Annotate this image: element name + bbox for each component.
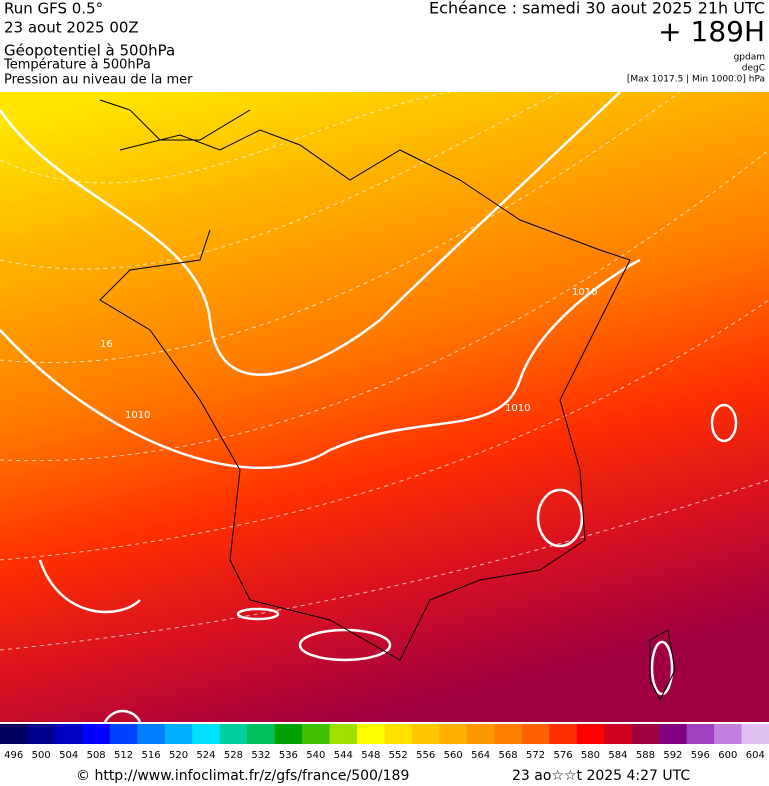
contour-label: 1010 [572, 287, 597, 298]
colorbar-label: 496 [4, 750, 23, 761]
color-swatch [686, 724, 715, 744]
colorbar-label: 560 [444, 750, 463, 761]
colorbar-label: 504 [59, 750, 78, 761]
colorbar-label: 528 [224, 750, 243, 761]
run: Run GFS 0.5° [4, 0, 103, 18]
colorbar-label: 584 [608, 750, 627, 761]
colorbar-label: 576 [553, 750, 572, 761]
color-swatch [604, 724, 633, 744]
color-swatch [82, 724, 111, 744]
color-swatch [302, 724, 331, 744]
colorbar-label: 520 [169, 750, 188, 761]
color-swatch [411, 724, 440, 744]
colorbar-label: 556 [416, 750, 435, 761]
colorbar-label: 604 [746, 750, 765, 761]
color-swatch [54, 724, 83, 744]
map: 1010 1010 1010 16 [0, 91, 769, 723]
colorbar-label: 500 [32, 750, 51, 761]
colorbar-label: 548 [361, 750, 380, 761]
contour-labels: 1010 1010 1010 16 [100, 287, 597, 421]
source-url: © http://www.infoclimat.fr/z/gfs/france/… [76, 768, 409, 784]
temperature-field [0, 92, 769, 722]
color-swatch [384, 724, 413, 744]
colorbar-label: 588 [636, 750, 655, 761]
color-swatch [466, 724, 495, 744]
colorbar-label: 564 [471, 750, 490, 761]
color-swatch [659, 724, 688, 744]
field-2: Température à 500hPa [3, 58, 151, 73]
colorbar-label: 532 [251, 750, 270, 761]
temperature-contours [0, 91, 769, 651]
contour-label: 1010 [125, 410, 150, 421]
colorbar-label: 600 [718, 750, 737, 761]
color-swatch [521, 724, 550, 744]
colorbar-label: 508 [87, 750, 106, 761]
color-swatch [0, 724, 28, 744]
color-swatch [219, 724, 248, 744]
footer: © http://www.infoclimat.fr/z/gfs/france/… [76, 768, 690, 784]
color-swatch [741, 724, 769, 744]
color-swatch [109, 724, 138, 744]
colorbar-label: 540 [306, 750, 325, 761]
color-swatch [274, 724, 303, 744]
color-swatch [549, 724, 578, 744]
header: Run GFS 0.5° 23 aout 2025 00Z Géopotenti… [3, 0, 765, 88]
coastlines [99, 99, 676, 702]
colorbar-label: 544 [334, 750, 353, 761]
contour-label: 16 [100, 339, 113, 350]
unit: gpdam [734, 53, 765, 63]
color-swatch [576, 724, 605, 744]
color-swatch [247, 724, 276, 744]
color-swatch [494, 724, 523, 744]
color-swatch [439, 724, 468, 744]
colorbar-label: 516 [142, 750, 161, 761]
field-3: Pression au niveau de la mer [4, 73, 193, 88]
lead-time: + 189H [658, 15, 765, 48]
field-1: Géopotentiel à 500hPa [4, 42, 175, 60]
color-swatch [329, 724, 358, 744]
pressure-range: [Max 1017.5 | Min 1000.0] hPa [627, 75, 765, 85]
unit: degC [742, 64, 765, 74]
contour-label: 1010 [505, 403, 530, 414]
colorbar-label: 572 [526, 750, 545, 761]
colorbar-label: 536 [279, 750, 298, 761]
color-swatch [631, 724, 660, 744]
colorbar-label: 568 [499, 750, 518, 761]
run-date: 23 aout 2025 00Z [4, 19, 139, 37]
colorbar-label: 596 [691, 750, 710, 761]
colorbar-label: 524 [196, 750, 215, 761]
valid-time: Echéance : samedi 30 aout 2025 21h UTC [429, 0, 765, 18]
colorbar-label: 580 [581, 750, 600, 761]
color-swatch [164, 724, 193, 744]
color-swatch [192, 724, 221, 744]
colorbar-label: 512 [114, 750, 133, 761]
color-swatch [27, 724, 56, 744]
color-swatch [137, 724, 166, 744]
colorbar-label: 592 [663, 750, 682, 761]
color-swatch [714, 724, 743, 744]
generated-time: 23 ao☆☆t 2025 4:27 UTC [512, 768, 690, 784]
colorbar: 496 500 504 508 512 516 520 524 528 532 536 540 544 5… [0, 724, 769, 761]
pressure-contours [0, 91, 738, 723]
colorbar-label: 552 [389, 750, 408, 761]
color-swatch [357, 724, 385, 744]
